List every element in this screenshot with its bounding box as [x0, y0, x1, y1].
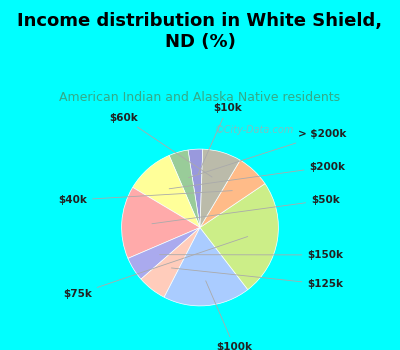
Text: $10k: $10k — [198, 103, 242, 174]
Text: American Indian and Alaska Native residents: American Indian and Alaska Native reside… — [60, 91, 340, 104]
Text: $150k: $150k — [160, 250, 344, 260]
Text: $200k: $200k — [169, 162, 345, 189]
Wedge shape — [200, 160, 265, 228]
Wedge shape — [200, 184, 278, 289]
Text: > $200k: > $200k — [188, 130, 347, 178]
Text: $100k: $100k — [206, 281, 252, 350]
Text: $50k: $50k — [152, 195, 340, 224]
Text: $60k: $60k — [109, 113, 212, 177]
Text: $125k: $125k — [171, 268, 344, 289]
Text: ©City-Data.com: ©City-Data.com — [215, 125, 294, 134]
Wedge shape — [169, 150, 200, 228]
Text: Income distribution in White Shield,
ND (%): Income distribution in White Shield, ND … — [18, 12, 382, 51]
Wedge shape — [133, 155, 200, 228]
Wedge shape — [164, 228, 248, 306]
Wedge shape — [141, 228, 200, 297]
Text: $40k: $40k — [58, 191, 232, 205]
Wedge shape — [188, 149, 203, 228]
Wedge shape — [200, 149, 240, 228]
Text: $75k: $75k — [63, 237, 248, 299]
Wedge shape — [128, 228, 200, 279]
Wedge shape — [122, 187, 200, 258]
